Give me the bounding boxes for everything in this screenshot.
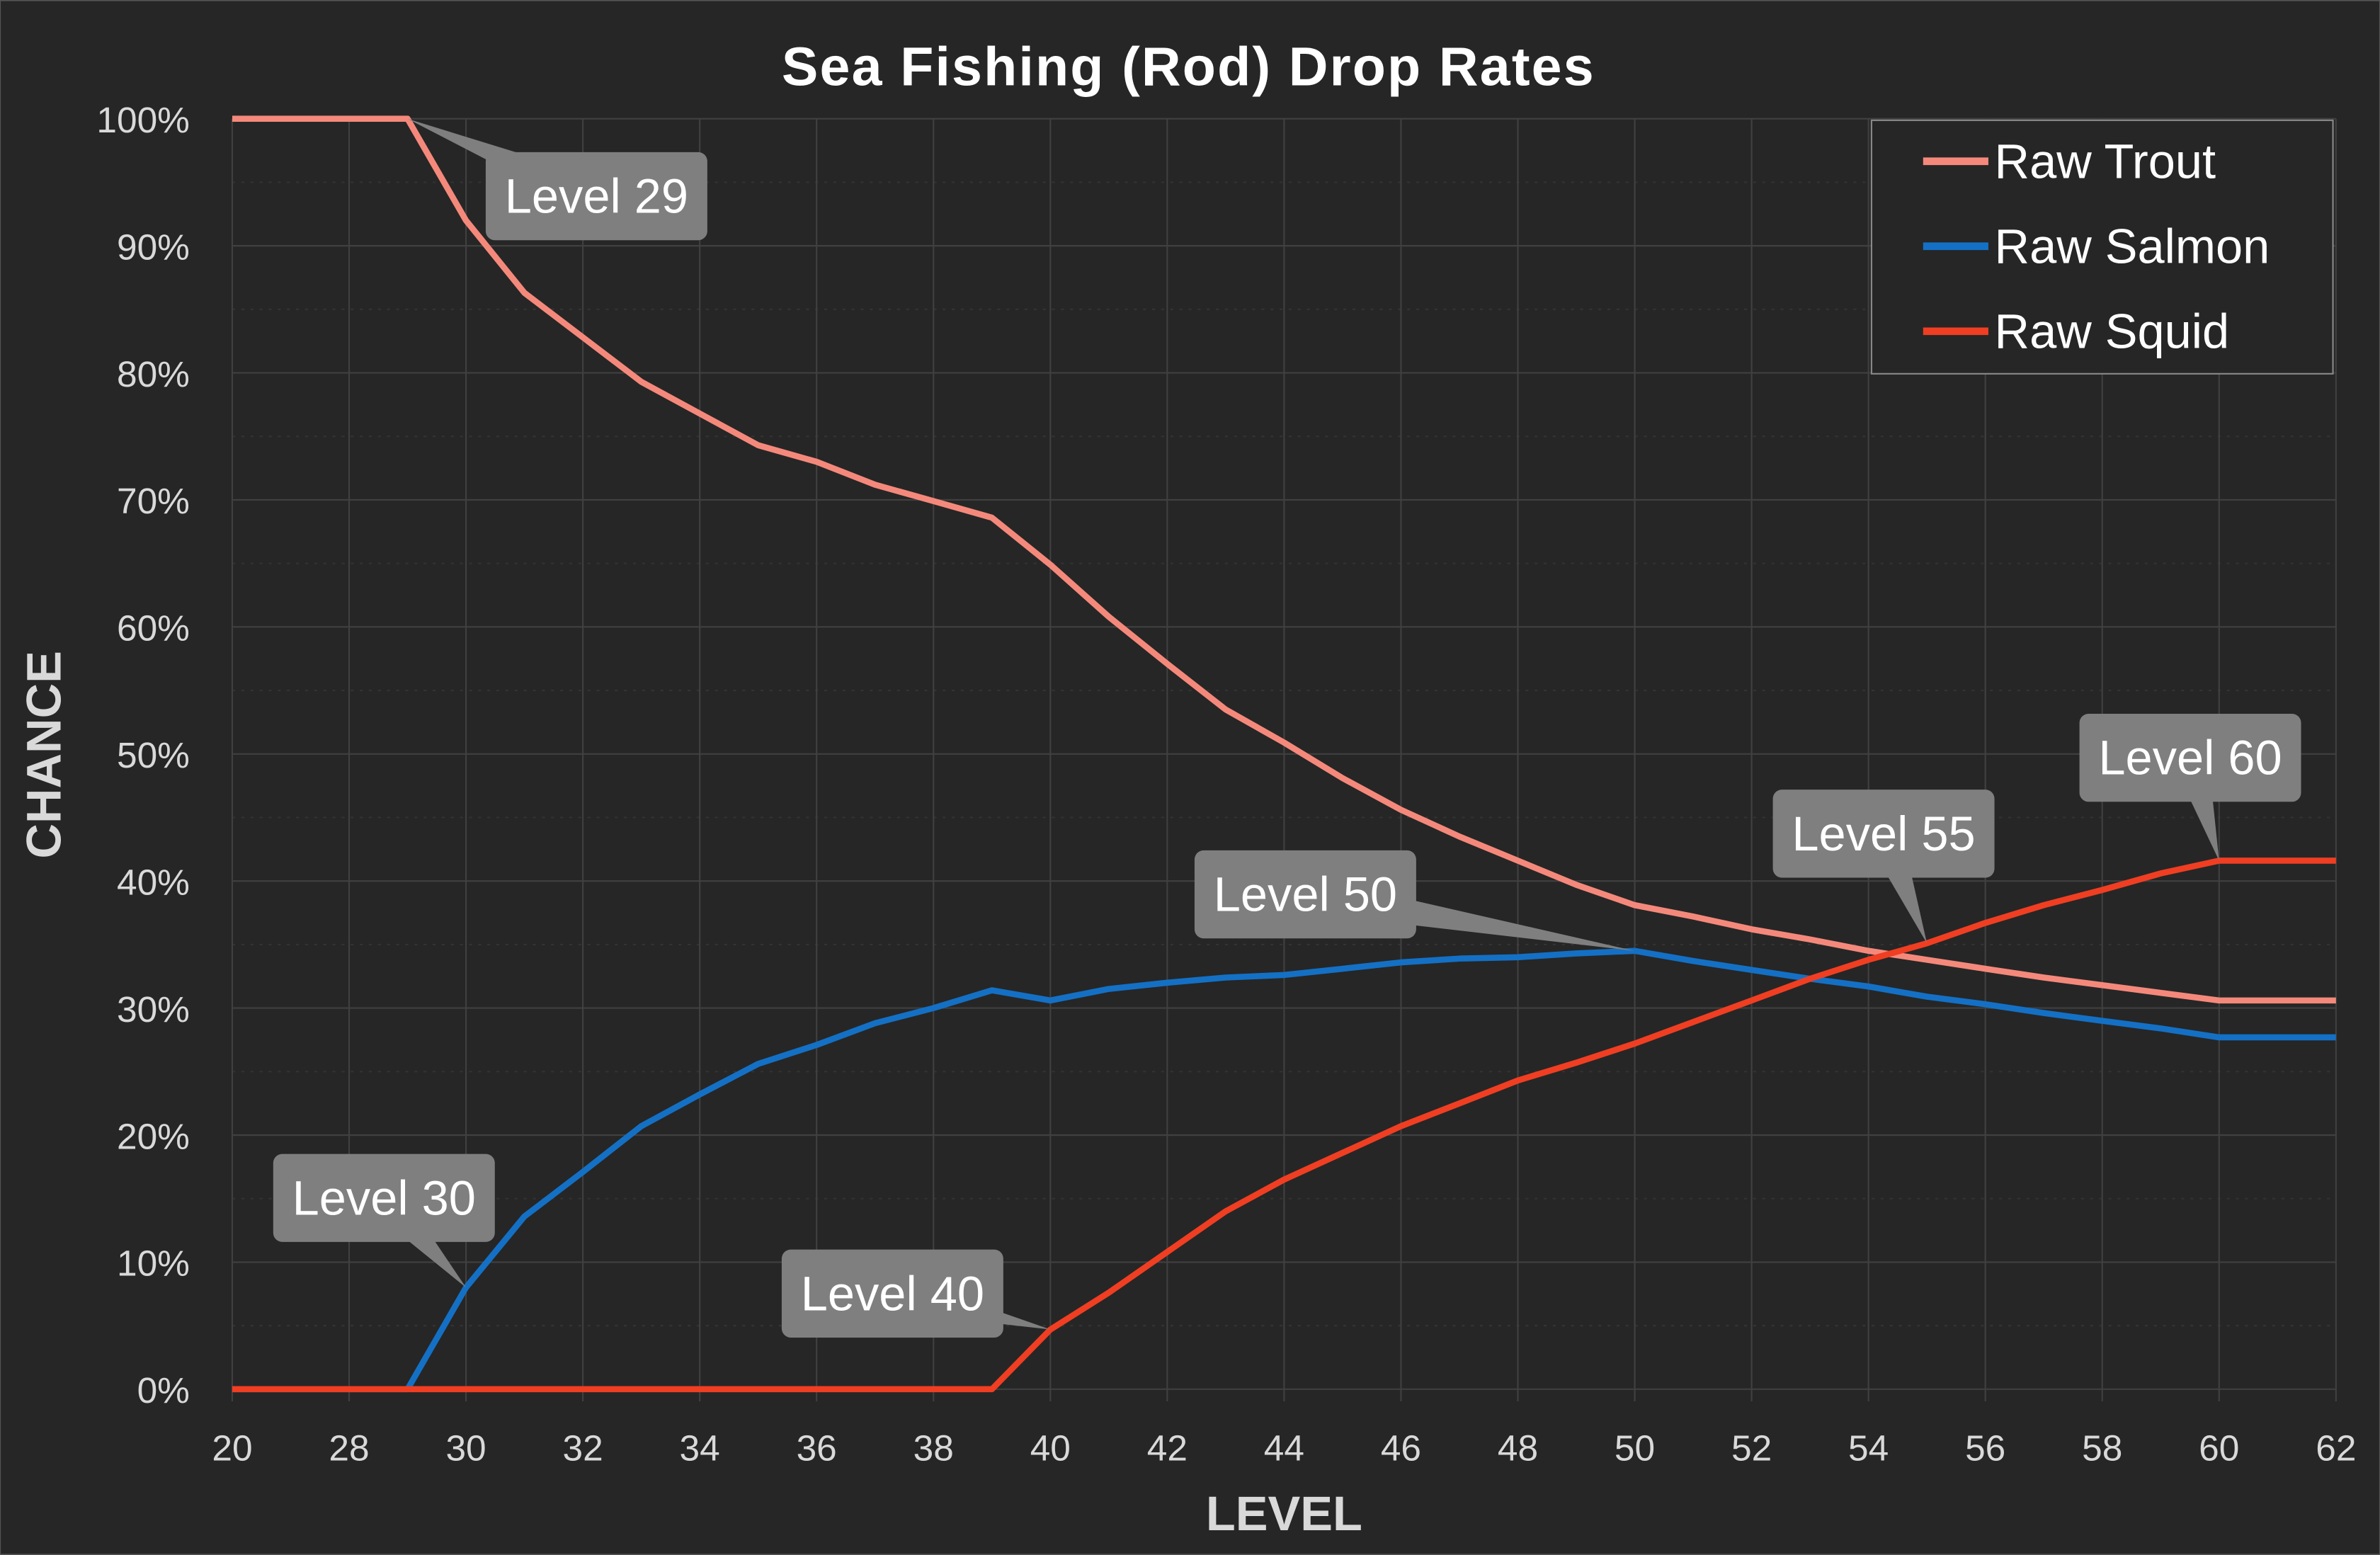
callout-box [1772, 790, 1995, 878]
x-tick-label: 30 [445, 1428, 486, 1469]
x-tick-label: 50 [1615, 1428, 1655, 1469]
series-line-raw-trout [232, 115, 2336, 1004]
series-line-raw-salmon [232, 947, 2336, 1393]
x-tick-label: 52 [1731, 1428, 1772, 1469]
callout-box [781, 1249, 1003, 1338]
x-tick-label: 48 [1498, 1428, 1538, 1469]
callout-box [2079, 713, 2301, 802]
y-axis-title: CHANCE [17, 651, 72, 858]
callout-box [1194, 850, 1416, 939]
callout-label: Level 50 [1214, 867, 1397, 922]
x-axis: 20 28 30 32 34 36 38 40 42 44 46 48 50 52 54 56 58 60 62 [212, 1428, 2356, 1469]
y-tick-label: 80% [117, 353, 190, 394]
y-tick-label: 100% [96, 99, 190, 140]
legend-label: Raw Squid [1995, 304, 2230, 358]
y-tick-label: 90% [117, 226, 190, 267]
y-axis: 0% 10% 20% 30% 40% 50% 60% 70% 80% 90% 100% [96, 99, 190, 1411]
series-line-raw-squid [232, 858, 2336, 1393]
x-tick-label: 42 [1147, 1428, 1188, 1469]
y-tick-label: 70% [117, 480, 190, 521]
x-tick-label: 40 [1030, 1428, 1071, 1469]
callout-label: Level 60 [2098, 731, 2282, 785]
x-tick-label: 60 [2199, 1428, 2239, 1469]
y-tick-label: 30% [117, 989, 190, 1030]
x-axis-title: LEVEL [1206, 1486, 1362, 1541]
x-tick-label: 38 [913, 1428, 954, 1469]
x-tick-label: 28 [329, 1428, 369, 1469]
callout-label: Level 55 [1792, 807, 1975, 861]
legend-label: Raw Trout [1995, 134, 2216, 188]
legend-label: Raw Salmon [1995, 219, 2270, 273]
x-tick-label: 56 [1965, 1428, 2005, 1469]
callout-box [273, 1154, 495, 1242]
series-lines [232, 115, 2336, 1393]
annotations: Level 29 Level 30 Level 40 Level 50 Level 55… [273, 118, 2301, 1338]
y-tick-label: 0% [137, 1369, 190, 1411]
x-tick-label: 32 [562, 1428, 603, 1469]
x-tick-label: 36 [797, 1428, 837, 1469]
y-tick-label: 20% [117, 1115, 190, 1156]
x-tick-label: 62 [2316, 1428, 2356, 1469]
x-tick-label: 54 [1848, 1428, 1889, 1469]
y-tick-label: 10% [117, 1243, 190, 1284]
y-tick-label: 50% [117, 734, 190, 775]
y-tick-label: 40% [117, 861, 190, 902]
legend: Raw Trout Raw Salmon Raw Squid [1870, 119, 2334, 375]
y-tick-label: 60% [117, 608, 190, 649]
callout-label: Level 40 [801, 1266, 984, 1321]
callout-label: Level 29 [505, 169, 688, 224]
x-tick-label: 34 [680, 1428, 720, 1469]
x-tick-label: 46 [1381, 1428, 1421, 1469]
x-tick-label: 20 [212, 1428, 252, 1469]
x-tick-label: 58 [2082, 1428, 2122, 1469]
chart-title: Sea Fishing (Rod) Drop Rates [782, 37, 1595, 98]
callout-box [485, 152, 707, 241]
callout-label: Level 30 [292, 1170, 476, 1225]
x-tick-label: 44 [1264, 1428, 1304, 1469]
